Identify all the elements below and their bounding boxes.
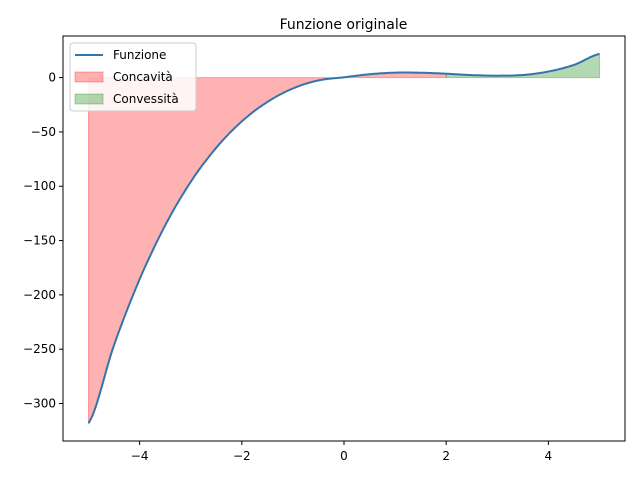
- y-tick-label: −300: [23, 397, 56, 411]
- x-tick-label: −2: [233, 449, 251, 463]
- x-tick-label: 2: [442, 449, 450, 463]
- x-tick-label: 4: [545, 449, 553, 463]
- legend-label: Convessità: [113, 92, 179, 106]
- y-tick-label: −100: [23, 179, 56, 193]
- legend-label: Concavità: [113, 70, 173, 84]
- legend-label: Funzione: [113, 48, 166, 62]
- y-tick-label: −50: [31, 125, 56, 139]
- legend: Funzione Concavità Convessità: [69, 42, 197, 112]
- y-tick-label: −200: [23, 288, 56, 302]
- plot-area: [87, 52, 600, 426]
- legend-box: [69, 42, 197, 112]
- y-tick-label: 0: [48, 71, 56, 85]
- chart-title: Funzione originale: [280, 17, 408, 33]
- legend-swatch-convexity: [74, 93, 104, 105]
- legend-swatch-concavity: [74, 71, 104, 83]
- axes: −4 −2 0 2 4 0 −50 −100 −150 −200 −250 −300: [23, 35, 626, 463]
- x-tick-label: 0: [340, 449, 348, 463]
- y-tick-label: −150: [23, 234, 56, 248]
- function-line: [87, 52, 600, 424]
- y-tick-label: −250: [23, 342, 56, 356]
- x-tick-label: −4: [131, 449, 149, 463]
